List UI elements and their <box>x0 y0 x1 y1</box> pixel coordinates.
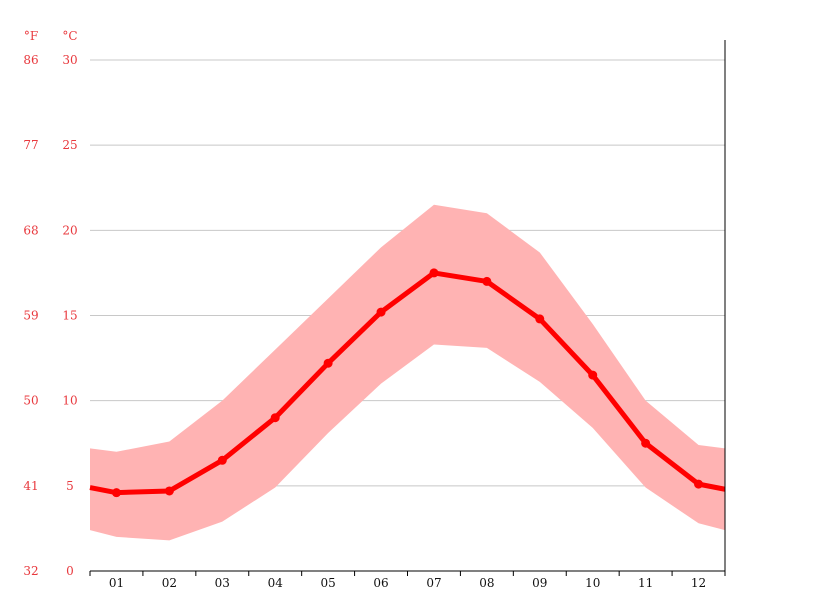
x-tick-label: 02 <box>162 576 177 590</box>
x-tick-label: 04 <box>268 576 284 590</box>
mean-point-11 <box>641 438 651 448</box>
mean-point-07 <box>429 268 439 278</box>
x-tick-label: 06 <box>373 576 388 590</box>
y-tick-label-c: 30 <box>62 53 77 67</box>
mean-temperature-line <box>89 270 726 496</box>
x-tick-label: 10 <box>585 576 600 590</box>
x-tick-label: 01 <box>109 576 124 590</box>
y-tick-label-f: 77 <box>23 138 38 152</box>
y-tick-label-f: 86 <box>23 53 38 67</box>
mean-temperature-points <box>111 268 704 498</box>
temperature-range-band <box>90 204 725 541</box>
mean-point-04 <box>270 413 280 423</box>
x-tick-label: 03 <box>215 576 230 590</box>
y-tick-label-f: 68 <box>23 223 38 237</box>
y-tick-label-f: 41 <box>23 479 38 493</box>
y-tick-label-f: 59 <box>23 309 38 323</box>
x-axis-labels: 01 02 03 04 05 06 07 08 09 10 11 12 <box>109 576 706 590</box>
y-tick-label-c: 0 <box>66 564 74 578</box>
mean-point-09 <box>535 314 545 324</box>
fahrenheit-unit-label: °F <box>24 29 38 43</box>
y-tick-label-c: 5 <box>66 479 74 493</box>
mean-point-06 <box>376 307 386 317</box>
mean-point-08 <box>482 276 492 286</box>
mean-point-01 <box>111 488 121 498</box>
mean-point-02 <box>164 486 174 496</box>
mean-point-12 <box>694 479 704 489</box>
x-tick-label: 07 <box>426 576 441 590</box>
y-axis-labels: °F °C 32 0 41 5 50 10 59 15 68 20 77 25 86 30 <box>23 29 77 578</box>
x-tick-label: 12 <box>691 576 706 590</box>
y-tick-label-f: 50 <box>23 394 38 408</box>
y-tick-label-c: 25 <box>62 138 77 152</box>
y-tick-label-c: 20 <box>62 223 77 237</box>
x-tick-label: 11 <box>638 576 653 590</box>
y-tick-label-c: 10 <box>62 394 77 408</box>
celsius-unit-label: °C <box>62 29 77 43</box>
mean-point-10 <box>588 370 598 380</box>
x-tick-label: 05 <box>320 576 335 590</box>
x-tick-label: 09 <box>532 576 547 590</box>
y-tick-label-c: 15 <box>62 309 77 323</box>
mean-point-05 <box>323 358 333 368</box>
axes <box>89 40 726 576</box>
y-tick-label-f: 32 <box>23 564 38 578</box>
x-tick-label: 08 <box>479 576 494 590</box>
mean-point-03 <box>217 455 227 465</box>
